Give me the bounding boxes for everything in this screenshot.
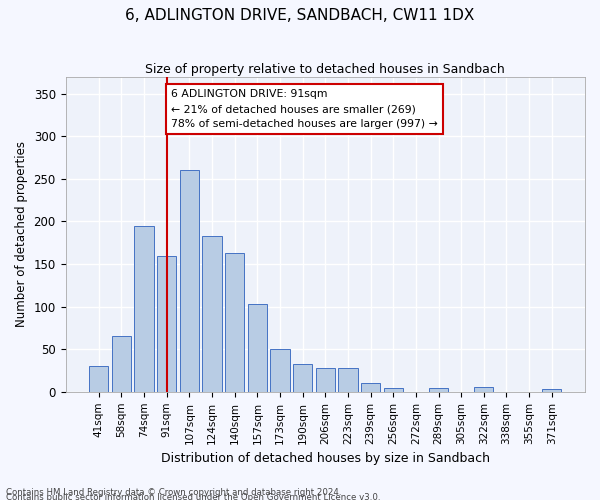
Text: Contains public sector information licensed under the Open Government Licence v3: Contains public sector information licen… xyxy=(6,493,380,500)
Bar xyxy=(202,236,221,392)
Bar xyxy=(338,368,358,392)
Y-axis label: Number of detached properties: Number of detached properties xyxy=(15,141,28,327)
Bar xyxy=(474,386,493,392)
Bar xyxy=(542,390,562,392)
Bar xyxy=(225,253,244,392)
Bar xyxy=(112,336,131,392)
Bar xyxy=(429,388,448,392)
Bar xyxy=(361,384,380,392)
Bar xyxy=(180,170,199,392)
Title: Size of property relative to detached houses in Sandbach: Size of property relative to detached ho… xyxy=(145,62,505,76)
Bar xyxy=(134,226,154,392)
Bar xyxy=(383,388,403,392)
Bar xyxy=(157,256,176,392)
Bar xyxy=(89,366,109,392)
Text: 6 ADLINGTON DRIVE: 91sqm
← 21% of detached houses are smaller (269)
78% of semi-: 6 ADLINGTON DRIVE: 91sqm ← 21% of detach… xyxy=(171,90,438,129)
X-axis label: Distribution of detached houses by size in Sandbach: Distribution of detached houses by size … xyxy=(161,452,490,465)
Bar xyxy=(271,349,290,392)
Bar xyxy=(293,364,312,392)
Text: 6, ADLINGTON DRIVE, SANDBACH, CW11 1DX: 6, ADLINGTON DRIVE, SANDBACH, CW11 1DX xyxy=(125,8,475,22)
Text: Contains HM Land Registry data © Crown copyright and database right 2024.: Contains HM Land Registry data © Crown c… xyxy=(6,488,341,497)
Bar xyxy=(248,304,267,392)
Bar xyxy=(316,368,335,392)
